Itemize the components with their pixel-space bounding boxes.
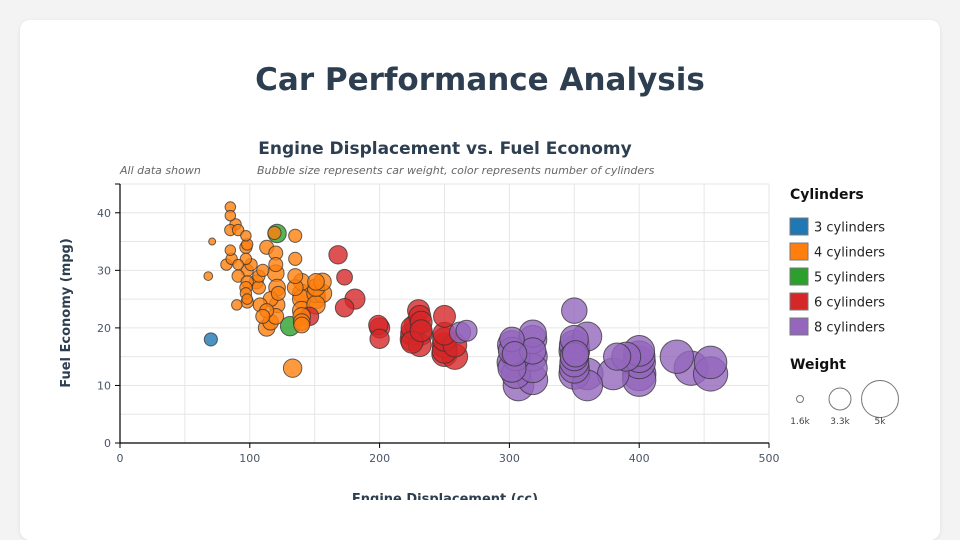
- data-point-8-cyl: [455, 319, 478, 342]
- size-legend-label: 3.3k: [830, 417, 850, 427]
- legend-label: 8 cylinders: [814, 321, 885, 336]
- data-point-8-cyl: [659, 339, 695, 374]
- data-point-4-cyl: [255, 308, 271, 324]
- data-point-4-cyl: [267, 225, 282, 241]
- legend-label: 3 cylinders: [814, 221, 885, 236]
- data-point-4-cyl: [288, 251, 303, 266]
- data-point-8-cyl: [501, 340, 528, 367]
- data-point-4-cyl: [224, 244, 237, 256]
- data-point-4-cyl: [224, 209, 237, 222]
- size-legend-circle: [828, 387, 852, 411]
- legend-swatch-3-cyl: [789, 217, 809, 236]
- y-tick-label: 0: [104, 437, 111, 450]
- y-tick-label: 20: [97, 322, 111, 335]
- x-tick-label: 0: [117, 452, 124, 465]
- data-point-4-cyl: [268, 257, 284, 273]
- legend-swatch-8-cyl: [789, 317, 809, 336]
- chart-card: [20, 20, 940, 540]
- legend-swatch-5-cyl: [789, 267, 809, 286]
- y-tick-label: 30: [97, 264, 111, 277]
- x-tick-label: 300: [499, 452, 520, 465]
- data-point-6-cyl: [336, 268, 353, 286]
- legend-title: Cylinders: [790, 187, 864, 203]
- data-point-8-cyl: [603, 342, 632, 371]
- data-point-4-cyl: [232, 258, 244, 271]
- subtitle-left: All data shown: [119, 164, 201, 177]
- axes: 0 100 200 300 400 500 0 10 20 30 40: [97, 183, 780, 465]
- y-tick-label: 10: [97, 379, 111, 392]
- x-tick-label: 200: [369, 452, 390, 465]
- data-point-4-cyl: [241, 293, 253, 305]
- size-legend-circle: [861, 380, 899, 418]
- y-tick-label: 40: [97, 207, 111, 220]
- data-point-4-cyl: [231, 299, 243, 311]
- x-tick-label: 100: [239, 452, 260, 465]
- data-point-4-cyl: [293, 316, 311, 334]
- data-point-3-cyl: [203, 332, 218, 347]
- scatter-chart: Engine Displacement vs. Fuel Economy All…: [59, 139, 899, 500]
- subtitle-right: Bubble size represents car weight, color…: [257, 164, 655, 177]
- data-point-4-cyl: [251, 280, 266, 295]
- points: [203, 201, 729, 402]
- size-legend-circle: [796, 395, 804, 403]
- data-point-6-cyl: [369, 328, 390, 349]
- legend: Cylinders Weight 3 cylinders 4 cylinders 5…: [789, 187, 899, 427]
- y-axis-label: Fuel Economy (mpg): [59, 238, 74, 388]
- page-title: Car Performance Analysis: [255, 62, 705, 98]
- legend-label: 5 cylinders: [814, 271, 885, 286]
- size-legend-label: 1.6k: [790, 417, 810, 427]
- data-point-4-cyl: [240, 230, 252, 242]
- size-legend-title: Weight: [790, 357, 846, 373]
- data-point-8-cyl: [561, 297, 588, 324]
- data-point-8-cyl: [693, 345, 728, 380]
- data-point-4-cyl: [307, 273, 325, 291]
- data-point-6-cyl: [328, 245, 348, 265]
- data-point-4-cyl: [203, 271, 214, 281]
- size-legend-label: 5k: [875, 417, 887, 427]
- data-point-4-cyl: [287, 268, 304, 285]
- legend-label: 6 cylinders: [814, 296, 885, 311]
- x-tick-label: 500: [759, 452, 780, 465]
- chart-title: Engine Displacement vs. Fuel Economy: [258, 139, 631, 159]
- data-point-4-cyl: [208, 237, 217, 246]
- data-point-6-cyl: [334, 298, 355, 318]
- legend-swatch-4-cyl: [789, 242, 809, 261]
- legend-label: 4 cylinders: [814, 246, 885, 261]
- x-axis-label: Engine Displacement (cc): [352, 492, 538, 500]
- data-point-4-cyl: [288, 228, 303, 243]
- data-point-4-cyl: [282, 358, 303, 378]
- data-point-6-cyl: [409, 319, 433, 343]
- legend-swatch-6-cyl: [789, 292, 809, 311]
- data-point-6-cyl: [433, 304, 456, 328]
- data-point-4-cyl: [256, 263, 270, 277]
- data-point-4-cyl: [270, 285, 286, 301]
- x-tick-label: 400: [629, 452, 650, 465]
- data-point-8-cyl: [561, 340, 590, 368]
